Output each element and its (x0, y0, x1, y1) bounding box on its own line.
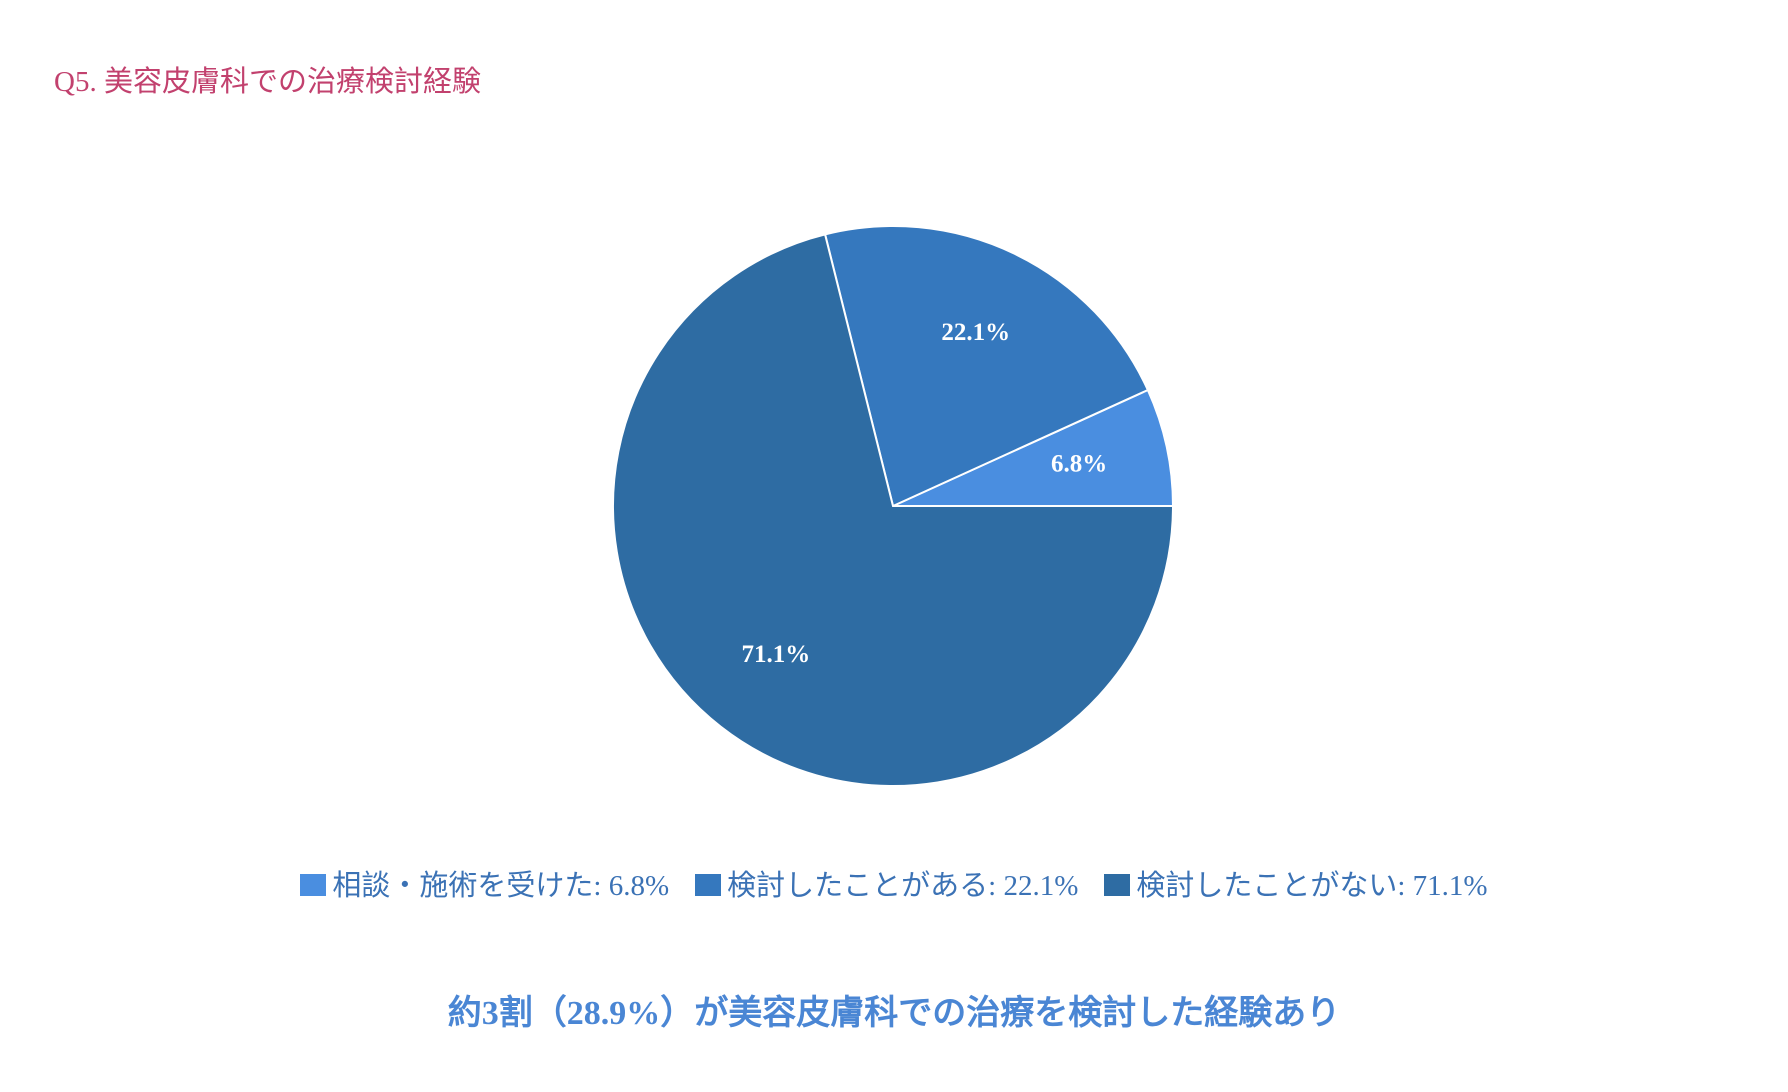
pie-slices (612, 225, 1175, 787)
pie-labels: 6.8% 22.1% 71.1% (741, 319, 1107, 668)
legend-item-consulted[interactable]: 相談・施術を受けた: 6.8% (300, 862, 669, 904)
legend-item-never-considered[interactable]: 検討したことがない: 71.1% (1104, 862, 1488, 904)
pie-slice-considered[interactable] (823, 225, 1150, 508)
legend-swatch-never-considered (1104, 874, 1131, 896)
legend-label-consulted: 相談・施術を受けた: 6.8% (332, 870, 670, 902)
summary-text: 約3割（28.9%）が美容皮膚科での治療を検討した経験あり (447, 995, 1341, 1032)
chart-title: Q5. 美容皮膚科での治療検討経験 (54, 66, 481, 98)
pie-label-never-considered: 71.1% (741, 641, 810, 668)
legend-label-considered: 検討したことがある: 22.1% (727, 870, 1079, 902)
pie-label-consulted: 6.8% (1051, 450, 1107, 477)
legend-swatch-consulted (300, 874, 327, 896)
pie-slice-never-considered[interactable] (612, 233, 1175, 787)
chart-legend: 相談・施術を受けた: 6.8% 検討したことがある: 22.1% 検討したことが… (0, 862, 1788, 904)
pie-chart: 6.8% 22.1% 71.1% (612, 225, 1175, 787)
pie-slice-consulted[interactable] (892, 388, 1175, 507)
legend-item-considered[interactable]: 検討したことがある: 22.1% (695, 862, 1078, 904)
pie-label-considered: 22.1% (941, 319, 1010, 346)
legend-swatch-considered (695, 874, 722, 896)
legend-label-never-considered: 検討したことがない: 71.1% (1136, 870, 1488, 902)
